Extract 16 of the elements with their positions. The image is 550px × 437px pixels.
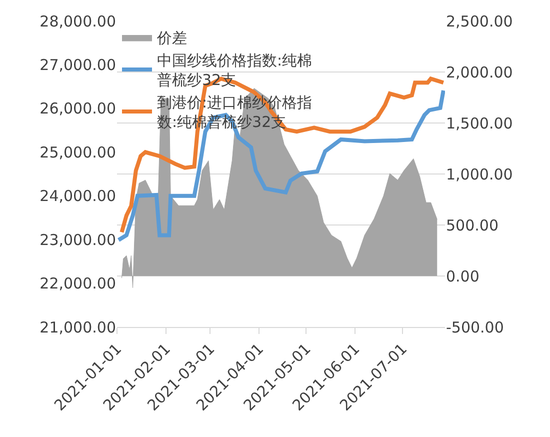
y2-tick-label: 2,000.00 [446, 63, 513, 82]
y-tick-label: 24,000.00 [40, 187, 116, 206]
y-tick-label: 26,000.00 [40, 100, 116, 118]
y2-tick-label: 1,500.00 [446, 114, 513, 132]
y2-tick-label: 2,500.00 [446, 12, 513, 30]
y-tick-label: 27,000.00 [40, 56, 116, 74]
y2-tick-label: 0.00 [446, 267, 480, 286]
y-tick-label: 21,000.00 [40, 318, 116, 336]
y2-tick-label: -500.00 [446, 318, 504, 336]
y-tick-label: 22,000.00 [40, 274, 116, 293]
y-tick-label: 28,000.00 [40, 12, 116, 30]
y-tick-label: 25,000.00 [40, 143, 116, 162]
legend-label: 价差 [156, 29, 187, 48]
y-tick-label: 23,000.00 [40, 230, 116, 249]
y2-tick-label: 1,000.00 [446, 165, 513, 184]
y2-tick-label: 500.00 [446, 216, 498, 234]
